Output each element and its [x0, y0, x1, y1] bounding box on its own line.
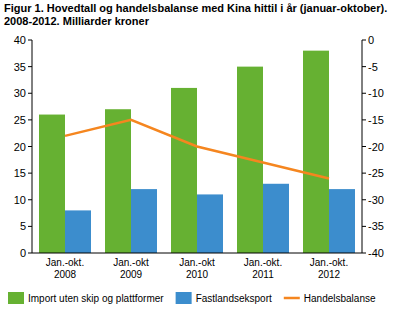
- y2-tick: [362, 199, 366, 200]
- y2-tick-label: -10: [368, 87, 384, 99]
- legend-swatch: [176, 292, 192, 304]
- x-tick-label-line: 2008: [54, 269, 77, 280]
- bar: [105, 109, 131, 253]
- bar: [303, 51, 329, 253]
- bar: [39, 115, 65, 253]
- y-tick-label: 5: [20, 220, 26, 232]
- y-tick: [28, 119, 32, 120]
- y-tick: [28, 93, 32, 94]
- legend-label: Import uten skip og plattformer: [28, 293, 164, 304]
- y-tick: [28, 66, 32, 67]
- y-tick: [28, 226, 32, 227]
- y2-tick: [362, 146, 366, 147]
- y-tick: [28, 146, 32, 147]
- y-tick: [28, 253, 32, 254]
- x-tick-label-line: Jan.-okt.: [46, 257, 84, 268]
- legend-swatch: [8, 292, 24, 304]
- x-tick-label: Jan.-okt2010: [179, 257, 215, 280]
- x-tick-label-line: Jan.-okt.: [310, 257, 348, 268]
- x-tick-label: Jan.-okt.2008: [46, 257, 84, 280]
- bar: [131, 189, 157, 253]
- x-tick-label-line: Jan.-okt: [113, 257, 149, 268]
- y2-tick-label: -15: [368, 114, 384, 126]
- x-tick-label: Jan.-okt.2011: [244, 257, 282, 280]
- chart-svg: 0 5 10 15 20 25 30 35 40 -40 -35 -30 -25 -20 -15 -10 -5 0…: [0, 0, 400, 320]
- y2-tick-label: -35: [368, 220, 384, 232]
- y-tick-label: 10: [14, 194, 26, 206]
- y-tick-label: 15: [14, 167, 26, 179]
- chart-title: Figur 1. Hovedtall og handelsbalanse med…: [4, 2, 396, 28]
- y2-tick-label: -5: [368, 61, 378, 73]
- bar: [197, 194, 223, 253]
- x-axis-line: [32, 253, 362, 254]
- legend-label: Handelsbalanse: [304, 293, 376, 304]
- y-tick-label: 30: [14, 87, 26, 99]
- y-tick-label: 40: [14, 34, 26, 46]
- legend-swatch: [284, 297, 300, 300]
- y-tick-label: 25: [14, 114, 26, 126]
- legend: Import uten skip og plattformer Fastlands…: [8, 292, 376, 304]
- line: [65, 120, 329, 179]
- y-tick: [28, 173, 32, 174]
- y2-tick: [362, 66, 366, 67]
- y2-tick-label: 0: [368, 34, 374, 46]
- bar: [171, 88, 197, 253]
- x-tick-label-line: Jan.-okt.: [244, 257, 282, 268]
- y2-tick: [362, 173, 366, 174]
- x-tick-label: Jan.-okt.2012: [310, 257, 348, 280]
- bar: [329, 189, 355, 253]
- y-tick: [28, 40, 32, 41]
- y2-tick-label: -40: [368, 247, 384, 259]
- y2-tick: [362, 40, 366, 41]
- y2-tick: [362, 119, 366, 120]
- y2-tick-label: -20: [368, 141, 384, 153]
- x-tick-label: Jan.-okt2009: [113, 257, 149, 280]
- y2-tick-label: -30: [368, 194, 384, 206]
- y-tick-label: 0: [20, 247, 26, 259]
- x-tick-label-line: 2009: [120, 269, 143, 280]
- x-tick-label-line: 2012: [318, 269, 341, 280]
- legend-label: Fastlandseksport: [196, 293, 272, 304]
- y-tick-label: 35: [14, 61, 26, 73]
- y2-tick-label: -25: [368, 167, 384, 179]
- y2-tick: [362, 226, 366, 227]
- y2-tick: [362, 253, 366, 254]
- y-tick: [28, 199, 32, 200]
- bar: [65, 210, 91, 253]
- x-tick-label-line: 2010: [186, 269, 209, 280]
- plot-marks: [39, 51, 355, 253]
- y-tick-label: 20: [14, 141, 26, 153]
- x-tick-label-line: 2011: [252, 269, 274, 280]
- y2-tick: [362, 93, 366, 94]
- x-tick-label-line: Jan.-okt: [179, 257, 215, 268]
- bar: [263, 184, 289, 253]
